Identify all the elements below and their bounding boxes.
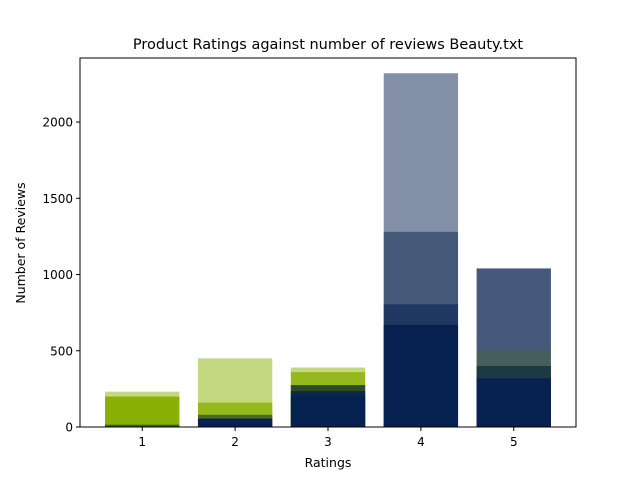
y-axis-ticks: 0 500 1000 1500 2000 (42, 116, 80, 435)
y-tick-label: 2000 (42, 116, 73, 130)
x-tick-label: 3 (324, 435, 332, 449)
chart-title: Product Ratings against number of review… (133, 37, 524, 53)
x-tick-label: 4 (417, 435, 425, 449)
y-axis-label: Number of Reviews (13, 182, 28, 303)
bar-rating-5-layer-19 (476, 378, 551, 427)
bars-layer (105, 73, 551, 428)
y-tick-label: 1000 (42, 268, 73, 282)
bar-rating-1-layer-2 (105, 424, 180, 427)
y-tick-label: 1500 (42, 192, 73, 206)
x-tick-label: 5 (510, 435, 518, 449)
bar-rating-4-layer-15 (383, 324, 459, 427)
x-axis-label: Ratings (305, 455, 352, 470)
bar-rating-3-layer-11 (290, 395, 366, 427)
x-axis-ticks: 1 2 3 4 5 (138, 427, 518, 449)
y-tick-label: 0 (65, 421, 73, 435)
bar-rating-2-layer-6 (197, 418, 273, 427)
x-tick-label: 2 (231, 435, 239, 449)
x-tick-label: 1 (138, 435, 146, 449)
plot-frame (79, 57, 577, 428)
bar-rating-1-layer-1 (105, 396, 180, 427)
y-tick-label: 500 (50, 344, 73, 358)
